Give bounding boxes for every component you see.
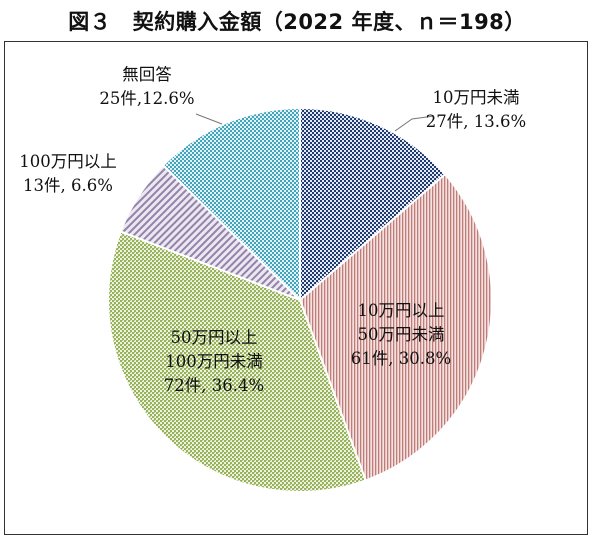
slice-label-4: 100万円以上 13件, 6.6% [19, 152, 117, 195]
slice-label-1: 10万円未満 27件, 13.6% [426, 88, 526, 131]
slice-label-3-line-2: 100万円未満 [165, 352, 263, 371]
slice-label-2-line-2: 50万円未満 [358, 325, 445, 344]
slice-label-5-line-2: 25件,12.6% [99, 89, 194, 108]
slice-label-3-line-1: 50万円以上 [171, 328, 258, 347]
slice-label-5: 無回答 25件,12.6% [99, 65, 194, 108]
slice-label-2: 10万円以上 50万円未満 61件, 30.8% [351, 301, 451, 368]
slice-label-5-line-1: 無回答 [122, 65, 172, 84]
leader-line-1 [394, 115, 435, 132]
slice-label-1-line-2: 27件, 13.6% [426, 112, 526, 131]
slice-label-3-line-3: 72件, 36.4% [164, 376, 264, 395]
slice-label-4-line-2: 13件, 6.6% [23, 176, 113, 195]
slice-label-3: 50万円以上 100万円未満 72件, 36.4% [164, 328, 264, 395]
slice-label-2-line-1: 10万円以上 [358, 301, 445, 320]
slice-label-2-line-3: 61件, 30.8% [351, 349, 451, 368]
pie-rim [107, 107, 493, 493]
slice-label-1-line-1: 10万円未満 [433, 88, 520, 107]
leader-line-2 [195, 113, 223, 125]
chart-title: 図３ 契約購入金額（2022 年度、ｎ＝198） [68, 10, 526, 34]
slice-label-4-line-1: 100万円以上 [19, 152, 117, 171]
